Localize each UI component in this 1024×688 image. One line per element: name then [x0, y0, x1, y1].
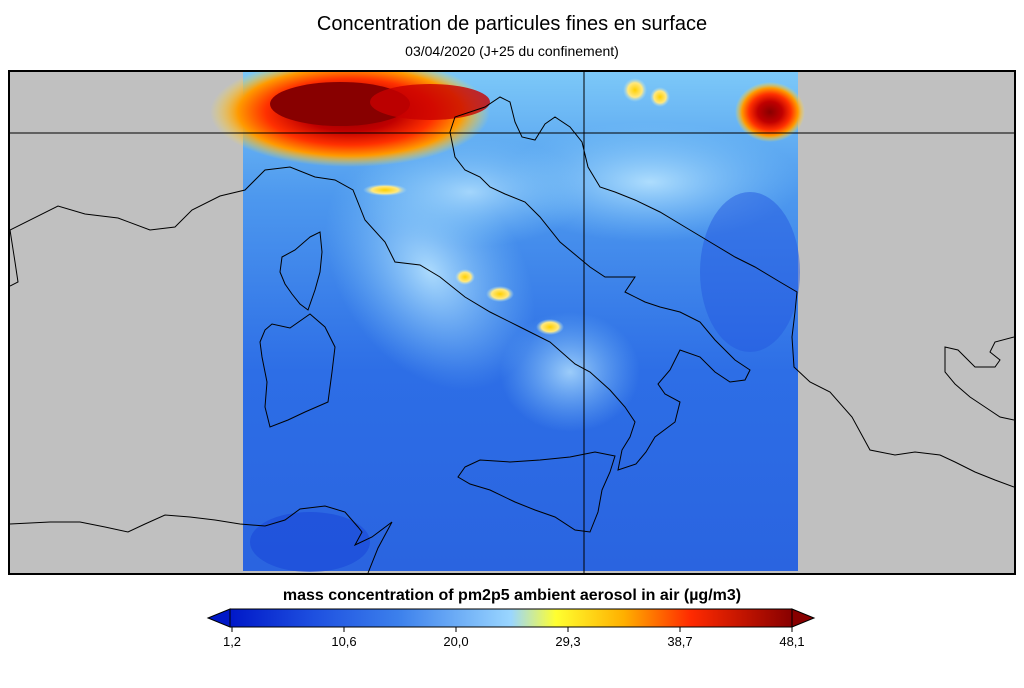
colorbar-title: mass concentration of pm2p5 ambient aero…	[282, 587, 742, 604]
colorbar-tick-label: 10,6	[331, 634, 357, 649]
colorbar-tick-label: 38,7	[667, 634, 693, 649]
graticule	[10, 72, 1014, 573]
colorbar-svg	[206, 608, 816, 632]
map-svg	[10, 72, 1014, 573]
map-subtitle: 03/04/2020 (J+25 du confinement)	[405, 43, 619, 59]
colorbar-tick-label: 20,0	[443, 634, 469, 649]
colorbar-ramp	[229, 608, 793, 628]
colorbar-tick-label: 1,2	[222, 634, 242, 649]
map-title: Concentration de particules fines en sur…	[316, 13, 708, 35]
colorbar-tick-label: 48,1	[779, 634, 805, 649]
colorbar-over-arrow	[791, 608, 816, 628]
map-panel[interactable]	[8, 70, 1016, 575]
coastlines	[10, 96, 1014, 573]
colorbar-ticks	[231, 627, 793, 632]
colorbar	[200, 606, 830, 646]
colorbar-under-arrow	[206, 608, 231, 628]
colorbar-tick-label: 29,3	[555, 634, 581, 649]
concentration-field	[210, 72, 805, 572]
